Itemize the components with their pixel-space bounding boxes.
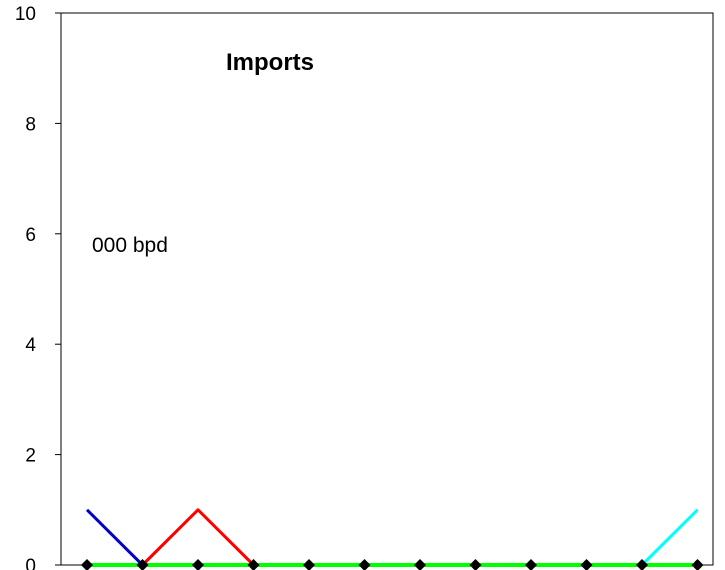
y-tick-label-8: 8 xyxy=(25,114,36,135)
series-markers xyxy=(81,559,704,570)
series-4-point-11 xyxy=(691,559,704,570)
chart-title: Imports xyxy=(226,49,314,76)
plot-area-frame xyxy=(60,12,714,566)
series-4-point-2 xyxy=(192,559,204,570)
units-annotation: 000 bpd xyxy=(92,234,168,257)
y-tick-label-0: 0 xyxy=(25,556,36,570)
series-4-point-3 xyxy=(247,559,260,570)
series-4-point-5 xyxy=(358,559,371,570)
y-tick-label-4: 4 xyxy=(25,335,36,356)
series-4-point-0 xyxy=(81,559,93,570)
series-2-line xyxy=(640,508,699,567)
series-4-point-4 xyxy=(303,559,315,570)
series-0-line xyxy=(85,508,144,567)
y-tick-label-6: 6 xyxy=(25,225,36,246)
y-axis-tick-labels: 0 2 4 6 8 10 xyxy=(15,4,37,570)
series-4-point-9 xyxy=(580,559,593,570)
series-4-point-8 xyxy=(525,559,537,570)
series-4-point-6 xyxy=(414,559,426,570)
series-lines xyxy=(85,508,699,567)
series-1-line xyxy=(141,508,255,567)
y-axis-ticks xyxy=(55,12,61,566)
y-tick-label-2: 2 xyxy=(25,446,36,467)
series-4-point-7 xyxy=(469,559,482,570)
series-4-point-10 xyxy=(636,559,648,570)
y-tick-label-10: 10 xyxy=(15,4,36,25)
series-4-point-1 xyxy=(136,559,149,570)
